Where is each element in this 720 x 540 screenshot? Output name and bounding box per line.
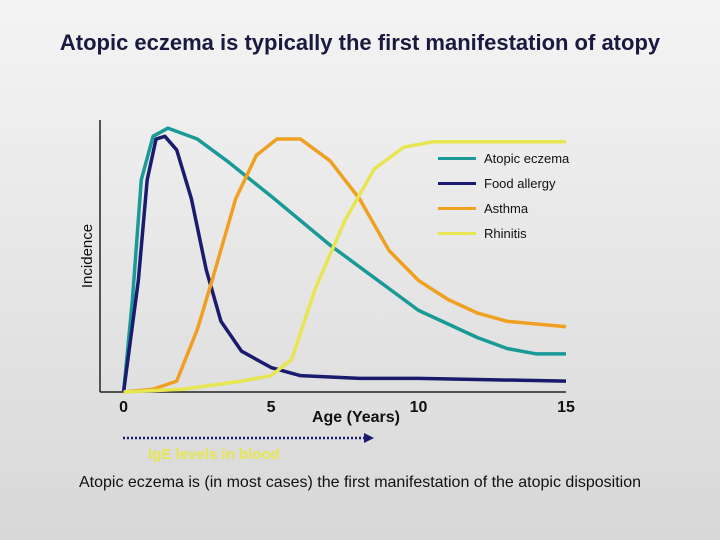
x-axis-label: Age (Years): [312, 409, 400, 426]
footer: Atopic eczema is (in most cases) the fir…: [79, 474, 641, 491]
chart-title: Atopic eczema is typically the first man…: [59, 30, 661, 55]
ige-arrowhead: [364, 433, 374, 443]
legend-item: Asthma: [438, 200, 579, 217]
series-line: [123, 140, 566, 394]
legend-item: Atopic eczema: [438, 150, 579, 167]
x-tick-label: 0: [119, 399, 128, 416]
legend-label: Food allergy: [484, 176, 556, 191]
series-line: [121, 126, 566, 393]
legend-swatch: [438, 232, 476, 235]
annotation: IgE levels in blood: [148, 446, 280, 463]
x-tick-label: 10: [410, 399, 428, 416]
legend-swatch: [438, 157, 476, 160]
legend-swatch: [438, 207, 476, 210]
legend-label: Atopic eczema: [484, 151, 570, 166]
legend-label: Asthma: [484, 201, 529, 216]
x-tick-label: 15: [557, 399, 575, 416]
legend-item: Food allergy: [438, 175, 579, 192]
legend-swatch: [438, 182, 476, 185]
y-axis-label: Incidence: [79, 224, 96, 288]
legend-label: Rhinitis: [484, 226, 527, 241]
legend-item: Rhinitis: [438, 225, 579, 242]
legend: Atopic eczema Food allergy Asthma Rhinitis: [438, 150, 579, 250]
series-line: [123, 137, 567, 394]
series-line: [121, 134, 567, 393]
x-tick-label: 5: [267, 399, 276, 416]
